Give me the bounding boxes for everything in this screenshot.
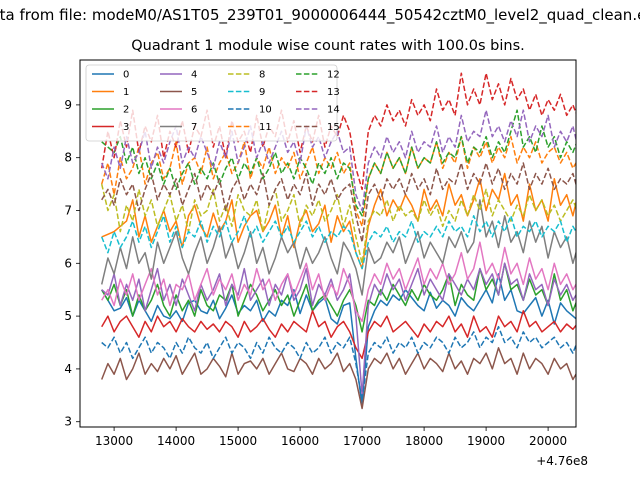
x-tick-label: 17000: [343, 434, 381, 448]
x-offset-label: +4.76e8: [536, 454, 588, 468]
series-line-11: [100, 135, 576, 228]
y-tick-label: 9: [64, 98, 72, 112]
legend-box: [85, 64, 338, 142]
legend-label-10: 10: [259, 105, 272, 116]
x-tick-label: 20000: [529, 434, 567, 448]
legend-label-13: 13: [327, 87, 340, 98]
legend-label-7: 7: [191, 122, 197, 133]
legend-label-12: 12: [327, 70, 340, 81]
chart-title: Quadrant 1 module wise count rates with …: [131, 38, 525, 54]
x-tick-label: 14000: [157, 434, 195, 448]
legend-label-5: 5: [191, 87, 197, 98]
legend-label-6: 6: [191, 105, 197, 116]
series-line-9: [101, 215, 576, 270]
y-tick-label: 6: [64, 256, 72, 270]
x-tick-label: 16000: [281, 434, 319, 448]
x-tick-label: 19000: [467, 434, 505, 448]
y-tick-label: 5: [64, 309, 72, 323]
series-line-10: [101, 325, 576, 402]
series-line-13: [100, 72, 576, 191]
legend-label-8: 8: [259, 70, 265, 81]
series-line-15: [101, 162, 576, 243]
legend-label-15: 15: [327, 122, 340, 133]
y-tick-label: 7: [64, 203, 72, 217]
x-tick-label: 18000: [405, 434, 443, 448]
legend-label-0: 0: [123, 70, 129, 81]
y-tick-label: 4: [64, 362, 72, 376]
x-tick-label: 15000: [219, 434, 257, 448]
legend-label-3: 3: [123, 122, 129, 133]
series-line-2: [101, 262, 576, 333]
legend-label-4: 4: [191, 70, 197, 81]
series-line-1: [101, 172, 576, 270]
series-line-3: [101, 310, 576, 360]
legend-label-11: 11: [259, 122, 272, 133]
legend-label-2: 2: [123, 105, 129, 116]
series-layer: [100, 72, 576, 410]
series-line-8: [100, 183, 576, 265]
legend-label-1: 1: [123, 87, 129, 98]
axes-frame: [79, 59, 577, 428]
ticks-layer: 13000 14000 15000 16000 17000 18000 19000 20000…: [64, 98, 567, 448]
series-line-5: [101, 347, 576, 410]
series-line-4: [101, 262, 576, 397]
y-tick-label: 8: [64, 151, 72, 165]
figure-suptitle: Data from file: modeM0/AS1T05_239T01_900…: [0, 6, 640, 25]
series-line-6: [101, 241, 576, 323]
x-tick-label: 13000: [95, 434, 133, 448]
legend-label-9: 9: [259, 87, 265, 98]
series-line-12: [101, 109, 576, 217]
y-tick-label: 3: [64, 415, 72, 429]
legend-label-14: 14: [327, 105, 340, 116]
series-line-7: [100, 199, 576, 296]
